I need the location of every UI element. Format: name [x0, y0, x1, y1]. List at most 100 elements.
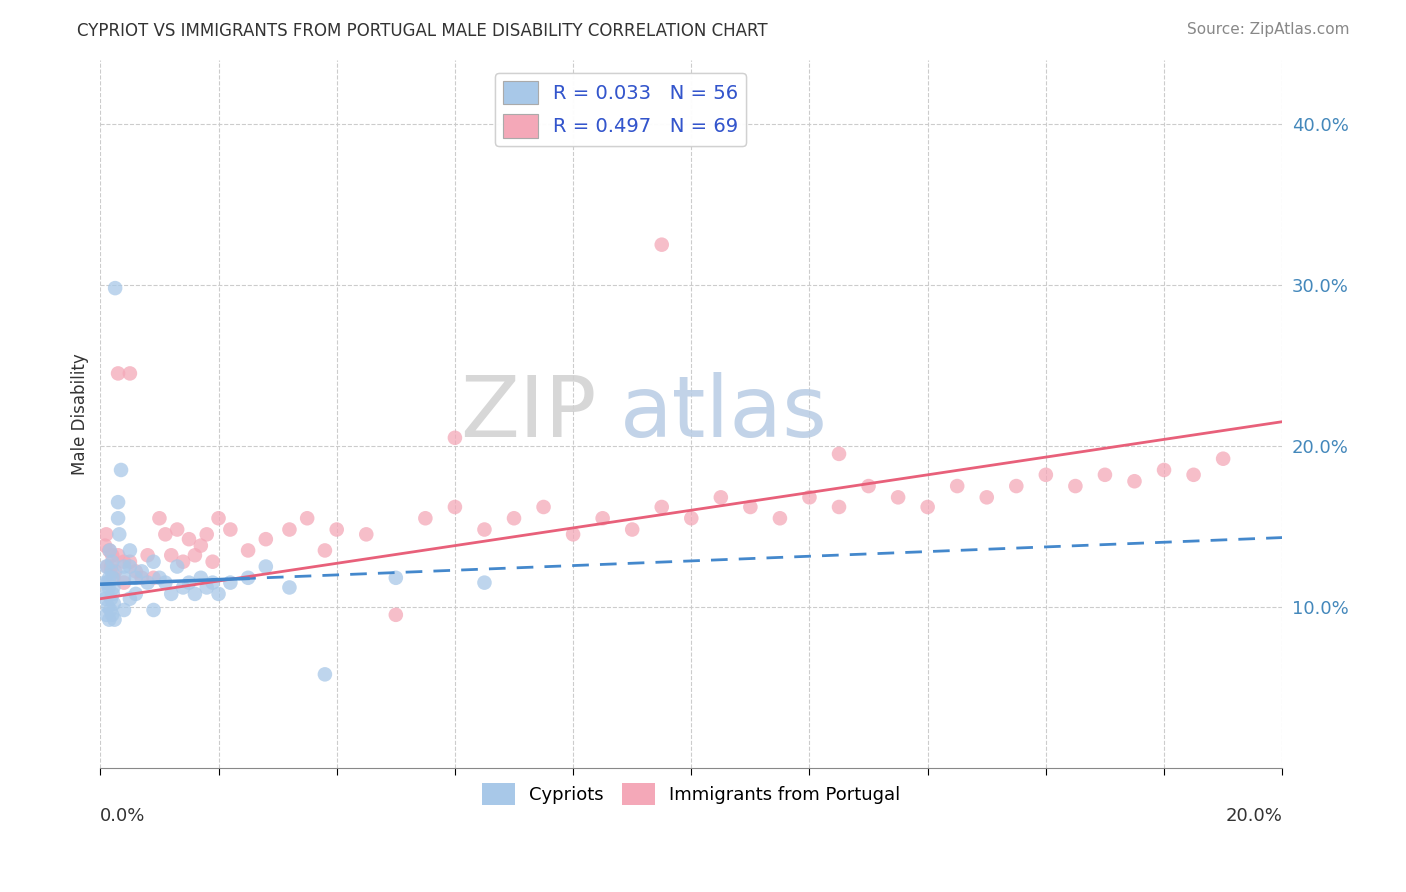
Point: [195, 527, 218, 541]
Text: atlas: atlas: [620, 372, 828, 455]
Point: [356, 527, 378, 541]
Text: CYPRIOT VS IMMIGRANTS FROM PORTUGAL MALE DISABILITY CORRELATION CHART: CYPRIOT VS IMMIGRANTS FROM PORTUGAL MALE…: [77, 22, 768, 40]
Point: [172, 555, 194, 569]
Point: [207, 511, 229, 525]
Point: [131, 571, 153, 585]
Text: 0.0%: 0.0%: [100, 806, 146, 824]
Point: [148, 571, 170, 585]
Point: [148, 511, 170, 525]
Point: [184, 587, 207, 601]
Point: [96, 587, 118, 601]
Point: [1005, 479, 1028, 493]
Point: [325, 523, 347, 537]
Point: [828, 500, 851, 514]
Point: [592, 511, 614, 525]
Point: [98, 613, 121, 627]
Point: [236, 543, 259, 558]
Point: [104, 281, 127, 295]
Point: [155, 575, 177, 590]
Point: [236, 571, 259, 585]
Point: [415, 511, 437, 525]
Point: [118, 543, 141, 558]
Point: [125, 587, 148, 601]
Point: [314, 543, 336, 558]
Point: [107, 495, 129, 509]
Point: [1212, 451, 1234, 466]
Point: [858, 479, 880, 493]
Point: [190, 571, 212, 585]
Point: [254, 559, 277, 574]
Text: ZIP: ZIP: [460, 372, 596, 455]
Point: [651, 500, 673, 514]
Point: [444, 431, 467, 445]
Point: [195, 581, 218, 595]
Point: [177, 532, 200, 546]
Point: [295, 511, 318, 525]
Point: [474, 575, 496, 590]
Point: [184, 549, 207, 563]
Point: [96, 607, 118, 622]
Point: [799, 491, 821, 505]
Point: [444, 500, 467, 514]
Point: [201, 555, 224, 569]
Point: [887, 491, 910, 505]
Point: [160, 587, 183, 601]
Point: [385, 571, 408, 585]
Point: [118, 367, 141, 381]
Point: [190, 539, 212, 553]
Point: [103, 613, 125, 627]
Text: Source: ZipAtlas.com: Source: ZipAtlas.com: [1187, 22, 1350, 37]
Point: [101, 587, 124, 601]
Point: [107, 511, 129, 525]
Point: [101, 571, 124, 585]
Point: [97, 581, 120, 595]
Point: [254, 532, 277, 546]
Point: [1153, 463, 1175, 477]
Point: [1123, 475, 1146, 489]
Point: [118, 591, 141, 606]
Point: [98, 543, 121, 558]
Point: [385, 607, 408, 622]
Point: [112, 603, 135, 617]
Point: [621, 523, 644, 537]
Point: [201, 575, 224, 590]
Point: [112, 571, 135, 585]
Point: [104, 565, 127, 579]
Point: [96, 559, 118, 574]
Point: [946, 479, 969, 493]
Point: [136, 549, 159, 563]
Point: [142, 603, 165, 617]
Point: [103, 571, 125, 585]
Point: [118, 555, 141, 569]
Point: [1064, 479, 1087, 493]
Text: 20.0%: 20.0%: [1226, 806, 1282, 824]
Point: [103, 581, 125, 595]
Point: [112, 575, 135, 590]
Point: [155, 527, 177, 541]
Point: [976, 491, 998, 505]
Point: [474, 523, 496, 537]
Point: [177, 575, 200, 590]
Point: [278, 523, 301, 537]
Point: [136, 575, 159, 590]
Point: [96, 559, 118, 574]
Point: [710, 491, 733, 505]
Point: [769, 511, 792, 525]
Point: [94, 539, 117, 553]
Point: [107, 549, 129, 563]
Point: [108, 527, 131, 541]
Legend: R = 0.033   N = 56, R = 0.497   N = 69: R = 0.033 N = 56, R = 0.497 N = 69: [495, 73, 747, 145]
Point: [917, 500, 939, 514]
Point: [219, 523, 242, 537]
Point: [100, 603, 122, 617]
Point: [125, 571, 148, 585]
Point: [160, 549, 183, 563]
Point: [100, 591, 122, 606]
Point: [101, 549, 124, 563]
Point: [118, 559, 141, 574]
Point: [172, 581, 194, 595]
Point: [96, 575, 118, 590]
Point: [107, 367, 129, 381]
Point: [1035, 467, 1057, 482]
Point: [131, 565, 153, 579]
